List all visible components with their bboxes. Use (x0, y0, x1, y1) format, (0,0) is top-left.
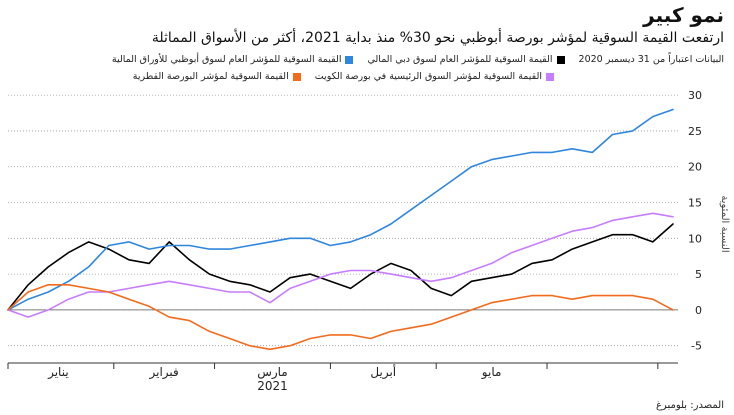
y-tick-label: 25 (688, 125, 702, 138)
legend-item-kuwait: القيمة السوقية لمؤشر السوق الرئيسية في ب… (315, 68, 554, 85)
legend-label-dfm: القيمة السوقية للمؤشر العام لسوق دبي الم… (367, 54, 553, 65)
source-note: المصدر: بلومبرغ (655, 400, 724, 411)
y-tick-label: 15 (688, 197, 702, 210)
legend-note: البيانات اعتباراً من 31 ديسمبر 2020 (579, 51, 724, 68)
grid-layer (8, 94, 678, 347)
chart-title: نمو كبير (643, 3, 724, 27)
series-line-1 (7, 108, 674, 311)
legend-swatch-adx (345, 55, 354, 64)
y-tick-label: 20 (688, 161, 702, 174)
series-layer (7, 108, 674, 351)
legend-label-qatar: القيمة السوقية لمؤشر البورصة القطرية (132, 71, 289, 82)
legend: البيانات اعتباراً من 31 ديسمبر 2020 القي… (14, 51, 724, 85)
x-month-label: فبراير (149, 365, 179, 380)
x-month-label: أبريل (370, 364, 396, 380)
legend-swatch-qatar (292, 72, 301, 81)
y-tick-label: -5 (691, 340, 702, 353)
series-line-2 (7, 212, 674, 318)
y-tick-label: 30 (688, 89, 702, 102)
label-layer: -5 0 5 10 15 20 25 30 يناير فبراير مارس أبريل مايو 20… (47, 89, 730, 393)
x-month-label: مارس (257, 365, 288, 380)
legend-item-qatar: القيمة السوقية لمؤشر البورصة القطرية (133, 68, 301, 85)
x-year-label: 2021 (257, 379, 288, 393)
chart-subtitle: ارتفعت القيمة السوقية لمؤشر بورصة أبوظبي… (151, 30, 724, 46)
legend-swatch-dfm (556, 55, 565, 64)
series-line-3 (7, 283, 674, 351)
x-month-label: مايو (481, 365, 502, 380)
y-tick-label: 5 (695, 268, 702, 281)
legend-item-adx: القيمة السوقية للمؤشر العام لسوق أبوظبي … (112, 51, 354, 68)
y-axis-title: النسبة المئوية (719, 195, 730, 252)
legend-swatch-kuwait (546, 72, 554, 81)
series-line-0 (7, 223, 674, 311)
legend-note-text: البيانات اعتباراً من 31 ديسمبر 2020 (578, 54, 724, 65)
axis-layer (7, 309, 678, 369)
legend-label-adx: القيمة السوقية للمؤشر العام لسوق أبوظبي … (111, 54, 342, 65)
x-month-label: يناير (47, 365, 69, 380)
legend-row-2: القيمة السوقية لمؤشر السوق الرئيسية في ب… (14, 68, 724, 85)
legend-label-kuwait: القيمة السوقية لمؤشر السوق الرئيسية في ب… (314, 71, 542, 82)
legend-item-dfm: القيمة السوقية للمؤشر العام لسوق دبي الم… (367, 51, 565, 68)
y-tick-label: 10 (688, 232, 702, 245)
y-tick-label: 0 (695, 304, 702, 317)
legend-row-1: البيانات اعتباراً من 31 ديسمبر 2020 القي… (14, 51, 724, 68)
